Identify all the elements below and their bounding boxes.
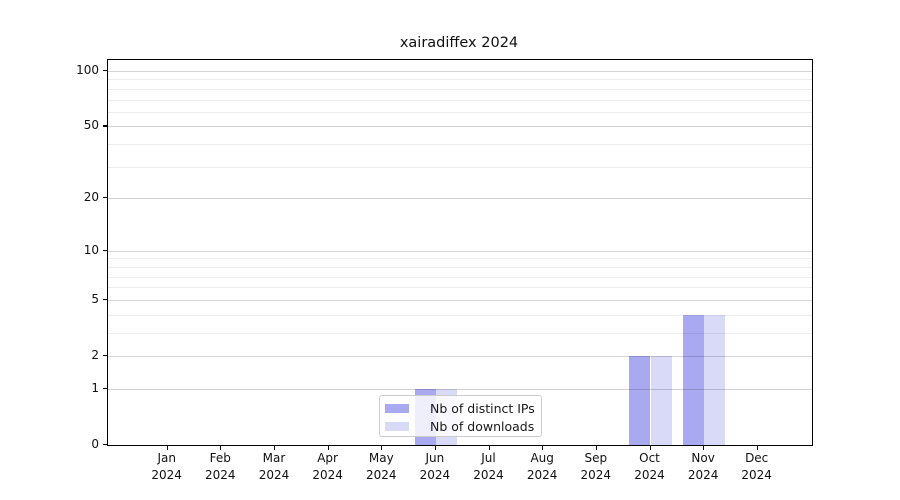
- y-tick-mark: [102, 125, 107, 127]
- y-tick-mark: [102, 197, 107, 199]
- x-tick-month: Nov: [691, 451, 715, 465]
- y-tick-mark: [102, 70, 107, 72]
- x-tick-month: Jan: [157, 451, 176, 465]
- x-tick-month: Sep: [584, 451, 608, 465]
- x-tick-label-jan: Jan 2024: [137, 450, 197, 483]
- x-tick-label-oct: Oct 2024: [620, 450, 680, 483]
- x-tick-month: Oct: [639, 451, 660, 465]
- x-tick-year: 2024: [366, 467, 397, 482]
- x-tick-month: Mar: [262, 451, 286, 465]
- y-tick-label: 10: [83, 242, 99, 257]
- plot-area: Nb of distinct IPs Nb of downloads: [107, 59, 813, 446]
- y-tick-mark: [102, 387, 107, 389]
- x-tick-month: Jun: [425, 451, 445, 465]
- x-tick-month: Apr: [317, 451, 338, 465]
- legend-item-distinct-ips: Nb of distinct IPs: [385, 399, 535, 417]
- x-tick-year: 2024: [473, 467, 504, 482]
- legend: Nb of distinct IPs Nb of downloads: [379, 395, 542, 437]
- x-tick-month: Jul: [481, 451, 496, 465]
- y-tick-label: 100: [76, 63, 99, 77]
- y-tick-label: 0: [91, 437, 99, 451]
- bar-nov-distinct-ips: [682, 314, 705, 445]
- y-tick-label: 1: [91, 380, 99, 395]
- y-tick-label: 5: [91, 291, 99, 306]
- x-tick-year: 2024: [419, 467, 451, 482]
- y-tick-label: 50: [83, 118, 99, 133]
- x-tick-label-sep: Sep 2024: [566, 450, 626, 483]
- x-tick-year: 2024: [580, 467, 612, 482]
- x-tick-mark: [274, 445, 276, 450]
- x-tick-mark: [381, 445, 383, 450]
- x-tick-mark: [703, 445, 705, 450]
- x-tick-label-aug: Aug 2024: [512, 450, 572, 483]
- x-tick-mark: [595, 445, 597, 450]
- x-tick-mark: [542, 445, 544, 450]
- y-tick-mark: [102, 444, 107, 446]
- x-tick-label-may: May 2024: [351, 450, 411, 483]
- x-tick-month: Aug: [530, 451, 554, 465]
- x-tick-label-jun: Jun 2024: [405, 450, 465, 483]
- legend-item-downloads: Nb of downloads: [385, 417, 535, 435]
- x-tick-year: 2024: [151, 467, 182, 482]
- legend-label-distinct-ips: Nb of distinct IPs: [430, 400, 535, 416]
- y-tick-mark: [102, 298, 107, 300]
- x-tick-label-jul: Jul 2024: [459, 450, 519, 483]
- x-tick-month: May: [368, 451, 394, 465]
- x-tick-month: Feb: [209, 451, 231, 465]
- x-tick-mark: [434, 445, 437, 450]
- x-tick-year: 2024: [741, 467, 772, 482]
- x-tick-mark: [756, 445, 758, 450]
- x-tick-mark: [327, 445, 329, 450]
- bar-oct-distinct-ips: [629, 356, 651, 445]
- y-tick-label: 20: [83, 190, 99, 205]
- x-tick-label-nov: Nov 2024: [673, 450, 733, 483]
- x-tick-mark: [220, 445, 222, 450]
- legend-label-downloads: Nb of downloads: [430, 418, 535, 434]
- x-tick-year: 2024: [258, 467, 290, 482]
- x-tick-mark: [649, 445, 651, 450]
- y-tick-mark: [102, 249, 107, 251]
- x-tick-year: 2024: [205, 467, 236, 482]
- x-tick-label-dec: Dec 2024: [727, 450, 787, 483]
- bar-oct-downloads: [650, 356, 672, 445]
- x-tick-label-apr: Apr 2024: [298, 450, 358, 483]
- chart-title: xairadiffex 2024: [399, 35, 519, 51]
- x-tick-mark: [488, 445, 490, 450]
- x-tick-year: 2024: [687, 467, 719, 482]
- x-tick-label-feb: Feb 2024: [190, 450, 250, 483]
- x-tick-year: 2024: [634, 467, 665, 482]
- x-tick-month: Dec: [745, 451, 769, 465]
- legend-swatch-distinct-ips: [385, 403, 409, 413]
- x-tick-year: 2024: [526, 467, 558, 482]
- x-tick-year: 2024: [312, 467, 343, 482]
- y-tick-mark: [102, 355, 107, 357]
- bar-nov-downloads: [704, 314, 726, 445]
- x-tick-label-mar: Mar 2024: [244, 450, 304, 483]
- legend-swatch-downloads: [385, 421, 409, 431]
- x-tick-mark: [166, 445, 168, 450]
- y-tick-label: 2: [91, 348, 99, 362]
- bars-layer: [108, 60, 812, 445]
